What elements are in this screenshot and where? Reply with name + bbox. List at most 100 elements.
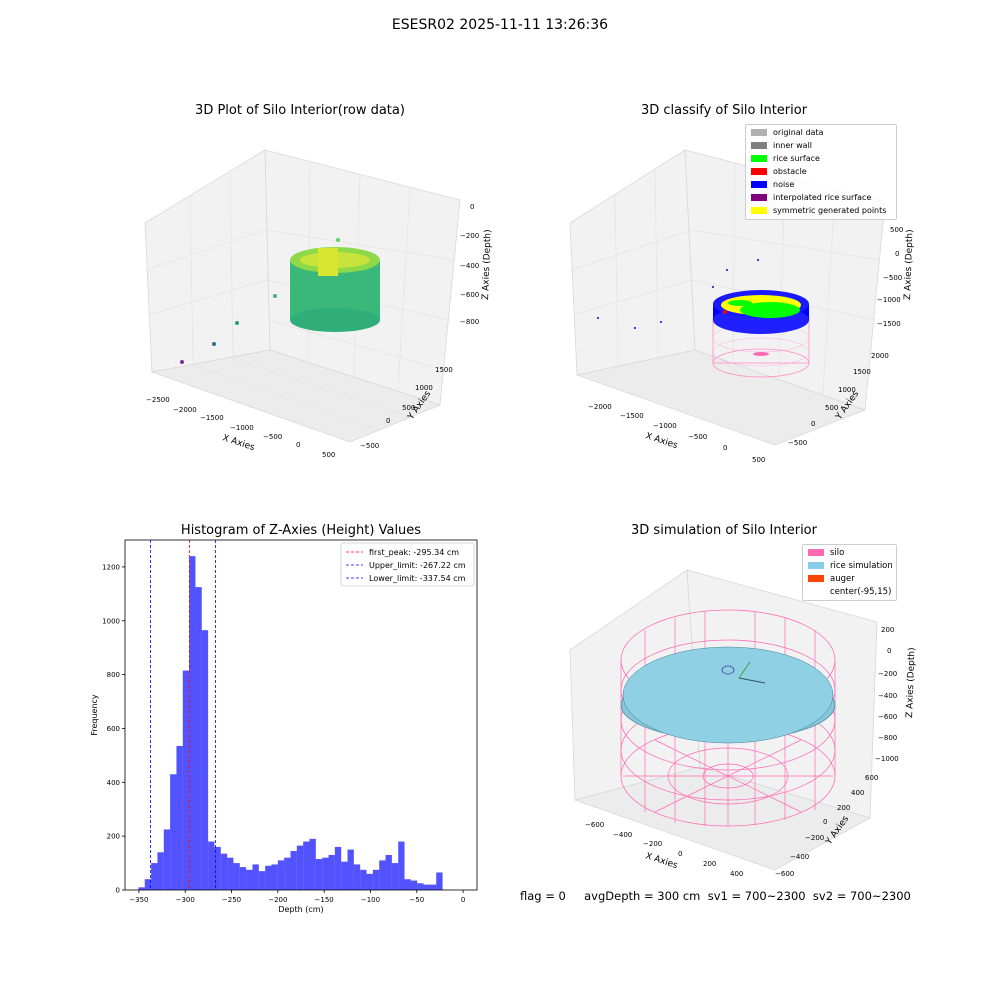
histogram-bar (322, 857, 329, 890)
histogram-bar (265, 865, 272, 890)
raw-zlabel: Z Axies (Depth) (481, 229, 493, 300)
status-footer: flag = 0 avgDepth = 300 cm sv1 = 700~230… (520, 889, 911, 903)
histogram-xtick-label: −200 (268, 896, 287, 904)
classify-legend-item: symmetric generated points (751, 204, 886, 217)
histogram-xtick-label: −250 (222, 896, 241, 904)
svg-text:0: 0 (723, 444, 727, 452)
svg-text:500: 500 (322, 451, 335, 459)
svg-text:−500: −500 (263, 433, 282, 441)
histogram-bar (417, 883, 424, 890)
svg-text:200: 200 (703, 860, 716, 868)
svg-text:400: 400 (851, 789, 864, 797)
histogram-ytick-label: 600 (107, 725, 120, 733)
histogram-bar (252, 864, 259, 890)
classify-legend-label: noise (773, 180, 795, 189)
svg-text:−200: −200 (460, 232, 479, 240)
classify-legend-swatch (751, 155, 767, 162)
classify-plot-title: 3D classify of Silo Interior (640, 103, 808, 118)
svg-text:200: 200 (837, 804, 850, 812)
simulation-zlabel: Z Axies (Depth) (905, 647, 917, 718)
svg-text:−1000: −1000 (877, 296, 901, 304)
histogram-bar (379, 860, 386, 890)
histogram-xtick-label: −50 (409, 896, 424, 904)
classify-legend-label: interpolated rice surface (773, 193, 872, 202)
svg-text:−400: −400 (878, 692, 897, 700)
svg-text:200: 200 (881, 626, 894, 634)
simulation-legend-label: silo (830, 547, 845, 558)
simulation-legend-swatch (808, 575, 824, 582)
histogram-bar (220, 853, 228, 890)
histogram-bar (214, 846, 221, 890)
svg-text:500: 500 (752, 456, 765, 464)
simulation-legend-item: rice simulation (808, 559, 893, 572)
svg-text:−800: −800 (878, 734, 897, 742)
histogram-ytick-label: 200 (107, 833, 120, 841)
classify-legend-item: inner wall (751, 139, 812, 152)
histogram-title: Histogram of Z-Axies (Height) Values (180, 523, 422, 538)
simulation-legend-swatch (808, 562, 824, 569)
simulation-legend-label: center(-95,15) (830, 586, 892, 597)
classify-legend-item: rice surface (751, 152, 820, 165)
histogram-bar (315, 859, 323, 890)
svg-text:500: 500 (402, 404, 415, 412)
histogram-ytick-label: 800 (107, 671, 120, 679)
histogram-xtick-label: −350 (129, 896, 148, 904)
classify-legend-label: inner wall (773, 141, 813, 150)
svg-text:0: 0 (823, 818, 827, 826)
simulation-auger (721, 661, 766, 684)
histogram-bar (138, 887, 145, 890)
classify-legend-swatch (751, 168, 767, 175)
classify-zlabel: Z Axies (Depth) (903, 229, 915, 300)
histogram-ytick-label: 400 (107, 779, 120, 787)
svg-text:−500: −500 (788, 439, 807, 447)
histogram-legend (340, 542, 475, 587)
svg-text:−600: −600 (460, 291, 479, 299)
classify-legend-item: interpolated rice surface (751, 191, 871, 204)
svg-text:−1000: −1000 (230, 424, 254, 432)
classify-legend-swatch (751, 142, 767, 149)
histogram-ylabel: Frequency (90, 694, 99, 736)
svg-text:−1500: −1500 (877, 320, 901, 328)
svg-text:1500: 1500 (853, 368, 871, 376)
histogram-bar (233, 863, 240, 890)
classify-legend: original data inner wall rice surface obsta… (745, 124, 897, 220)
histogram-bar (303, 841, 310, 890)
histogram-bar (385, 855, 392, 890)
histogram-frame (124, 539, 478, 891)
svg-text:−1500: −1500 (620, 412, 644, 420)
histogram-legend-label: first_peak: -295.34 cm (369, 548, 459, 557)
svg-text:−2500: −2500 (146, 396, 170, 404)
histogram-bar (398, 841, 405, 890)
svg-text:−1500: −1500 (200, 414, 224, 422)
classify-legend-item: noise (751, 178, 794, 191)
histogram-bar (328, 855, 335, 890)
histogram-bar (290, 850, 297, 890)
histogram-bar (151, 863, 158, 890)
histogram-xlabel: Depth (cm) (278, 905, 323, 914)
svg-text:0: 0 (470, 203, 474, 211)
svg-text:−500: −500 (688, 433, 707, 441)
simulation-rice-surface (620, 646, 836, 744)
classify-legend-label: obstacle (773, 167, 807, 176)
svg-text:−600: −600 (585, 821, 604, 829)
svg-text:−800: −800 (460, 318, 479, 326)
simulation-legend-item: center(-95,15) (808, 585, 891, 598)
svg-text:−2000: −2000 (173, 406, 197, 414)
svg-text:−600: −600 (878, 713, 897, 721)
classify-legend-label: rice surface (773, 154, 820, 163)
svg-text:−500: −500 (883, 274, 902, 282)
svg-text:−400: −400 (460, 262, 479, 270)
svg-text:0: 0 (895, 250, 899, 258)
histogram-bar (347, 849, 354, 890)
classify-legend-label: original data (773, 128, 824, 137)
histogram-bar (157, 852, 164, 890)
svg-text:−1000: −1000 (653, 422, 677, 430)
histogram-bar (277, 860, 285, 890)
histogram-bar (195, 587, 202, 890)
svg-text:400: 400 (730, 870, 743, 878)
histogram-xtick-label: 0 (461, 896, 465, 904)
classify-silo-points (597, 259, 810, 378)
histogram-legend-label: Lower_limit: -337.54 cm (369, 574, 466, 583)
histogram-bar (182, 670, 190, 890)
